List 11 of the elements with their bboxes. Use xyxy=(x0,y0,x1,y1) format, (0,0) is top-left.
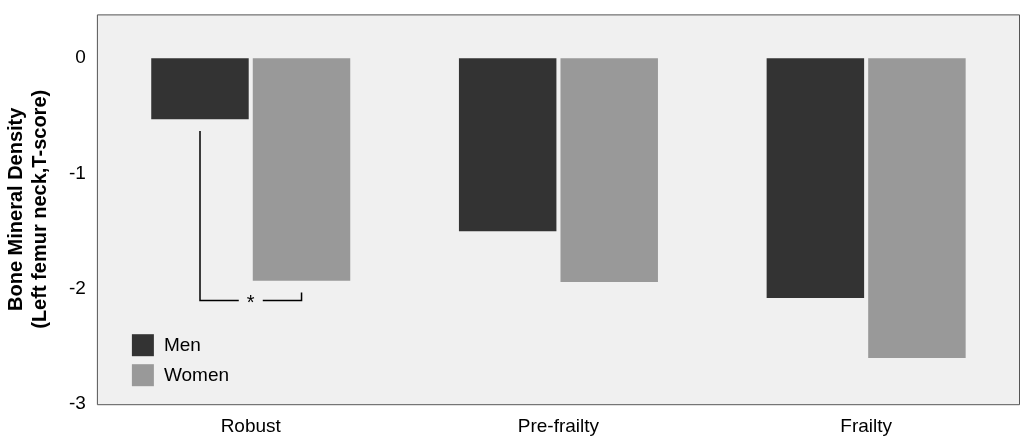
y-tick-label: -1 xyxy=(68,161,86,183)
y-tick-label: 0 xyxy=(75,46,86,68)
annotation: * xyxy=(246,291,255,314)
y-tick-label: -2 xyxy=(68,277,86,299)
x-tick-label: Frailty xyxy=(840,414,893,436)
y-axis-title: Bone Mineral Density (Left femur neck,T-score) xyxy=(3,89,50,329)
legend-label: Women xyxy=(163,364,230,386)
x-tick-label: Pre-frailty xyxy=(517,414,600,436)
y-tick-label: -3 xyxy=(68,392,86,414)
legend-label: Men xyxy=(163,334,201,356)
x-tick-label: Robust xyxy=(220,414,282,436)
